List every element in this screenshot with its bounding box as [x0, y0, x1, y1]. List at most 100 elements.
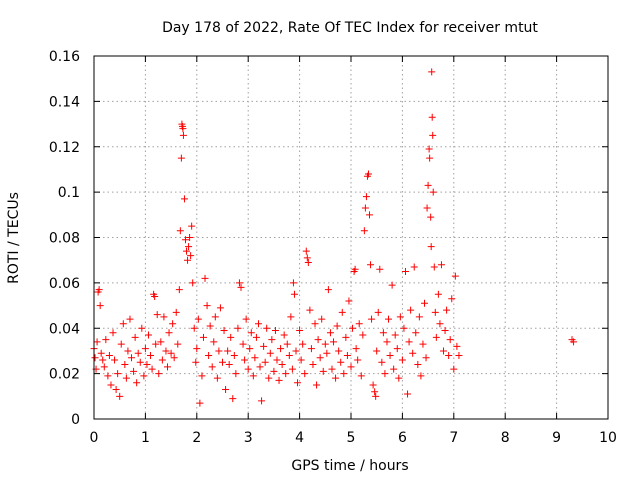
- data-point: [440, 347, 448, 355]
- data-point: [333, 322, 341, 330]
- x-tick-label: 0: [90, 430, 99, 446]
- data-point: [96, 302, 104, 310]
- data-point: [99, 356, 107, 364]
- data-point: [296, 327, 304, 335]
- data-point: [244, 365, 252, 373]
- data-point: [421, 299, 429, 307]
- data-point: [401, 268, 409, 276]
- data-point: [165, 329, 173, 337]
- data-point: [119, 320, 127, 328]
- data-point: [316, 354, 324, 362]
- data-point: [164, 363, 172, 371]
- x-tick-label: 5: [347, 430, 356, 446]
- data-point: [364, 170, 372, 178]
- data-point: [326, 329, 334, 337]
- data-point: [432, 333, 440, 341]
- data-point: [324, 286, 332, 294]
- data-point: [321, 340, 329, 348]
- data-point: [288, 365, 296, 373]
- y-tick-label: 0.08: [49, 231, 80, 247]
- axis-ticks: [93, 55, 609, 420]
- x-tick-label: 8: [501, 430, 510, 446]
- data-point: [222, 386, 230, 394]
- data-point: [242, 315, 250, 323]
- data-point: [428, 113, 436, 121]
- data-point: [160, 313, 168, 321]
- data-point: [570, 338, 578, 346]
- data-point: [251, 354, 259, 362]
- data-point: [429, 131, 437, 139]
- y-tick-label: 0.1: [58, 185, 80, 201]
- data-point: [183, 247, 191, 255]
- data-point: [361, 204, 369, 212]
- data-point: [273, 356, 281, 364]
- x-tick-label: 3: [244, 430, 253, 446]
- data-point: [304, 258, 312, 266]
- data-point: [190, 324, 198, 332]
- x-tick-label: 10: [599, 430, 617, 446]
- data-point: [332, 374, 340, 382]
- data-point: [313, 381, 321, 389]
- data-point: [170, 354, 178, 362]
- data-point: [289, 279, 297, 287]
- data-point: [319, 367, 327, 375]
- data-point: [247, 329, 255, 337]
- data-point: [252, 333, 260, 341]
- data-point: [124, 347, 132, 355]
- data-point: [275, 376, 283, 384]
- data-point: [386, 351, 394, 359]
- data-point: [179, 131, 187, 139]
- data-point: [415, 313, 423, 321]
- data-point: [297, 356, 305, 364]
- y-tick-label: 0.12: [49, 140, 80, 156]
- data-point: [203, 302, 211, 310]
- data-point: [155, 370, 163, 378]
- data-point: [412, 329, 420, 337]
- data-point: [352, 345, 360, 353]
- data-point: [141, 345, 149, 353]
- data-point: [448, 295, 456, 303]
- data-point: [254, 320, 262, 328]
- x-tick-label: 9: [552, 430, 561, 446]
- data-point: [451, 272, 459, 280]
- data-point: [318, 315, 326, 323]
- x-tick-label: 2: [192, 430, 201, 446]
- data-point: [390, 365, 398, 373]
- data-point: [404, 390, 412, 398]
- data-point: [372, 392, 380, 400]
- data-point: [177, 154, 185, 162]
- data-point: [359, 331, 367, 339]
- data-point: [368, 315, 376, 323]
- data-point: [282, 370, 290, 378]
- data-point: [330, 338, 338, 346]
- x-tick-label: 6: [398, 430, 407, 446]
- data-point: [349, 324, 357, 332]
- data-point: [266, 349, 274, 357]
- data-point: [294, 379, 302, 387]
- y-tick-labels: 0 0.02 0.04 0.06 0.08 0.1 0.12 0.14 0.16: [49, 49, 80, 428]
- data-point: [270, 367, 278, 375]
- data-point: [417, 372, 425, 380]
- data-point: [446, 336, 454, 344]
- data-point: [211, 313, 219, 321]
- data-point: [162, 347, 170, 355]
- data-point: [436, 320, 444, 328]
- data-point: [193, 345, 201, 353]
- data-point: [93, 338, 101, 346]
- data-point: [385, 315, 393, 323]
- data-point: [309, 361, 317, 369]
- data-point: [151, 292, 159, 300]
- data-point: [179, 125, 187, 133]
- data-point: [299, 340, 307, 348]
- data-point: [246, 345, 254, 353]
- data-point: [367, 261, 375, 269]
- data-point: [280, 331, 288, 339]
- data-point: [206, 322, 214, 330]
- data-point: [425, 145, 433, 153]
- data-point: [184, 256, 192, 264]
- data-point: [400, 324, 408, 332]
- data-point: [220, 327, 228, 335]
- data-point: [167, 349, 175, 357]
- data-point: [414, 361, 422, 369]
